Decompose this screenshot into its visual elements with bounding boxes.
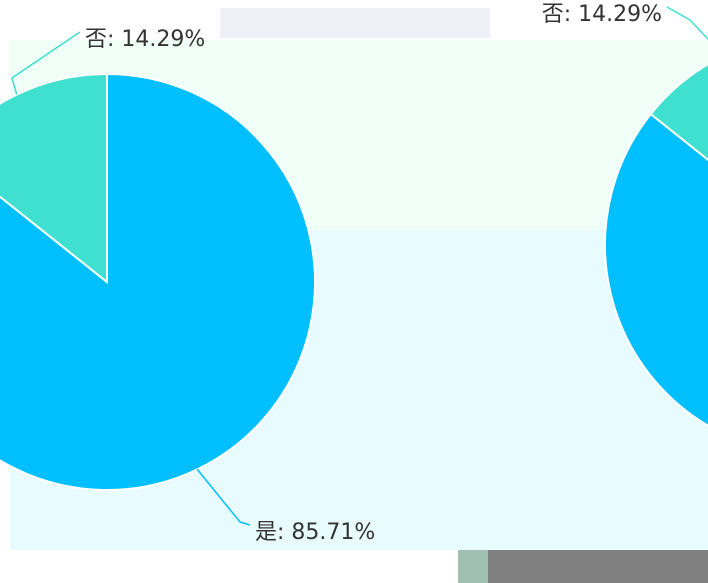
glitch-band xyxy=(220,8,490,38)
leader-line xyxy=(666,6,708,41)
leader-line xyxy=(11,31,81,95)
slice-label: 否: 14.29% xyxy=(542,2,662,27)
slice-label: 否: 14.29% xyxy=(85,27,205,52)
charts: 是: 85.71% 否: 14.29% 否: 14.29% xyxy=(0,2,708,545)
leader-line xyxy=(196,468,251,526)
scrollbar-thumb xyxy=(488,550,708,583)
pie-slice xyxy=(649,63,708,161)
pie-slice xyxy=(0,72,108,285)
slice-label: 是: 85.71% xyxy=(255,520,375,545)
pie-slice xyxy=(604,112,708,427)
scrollbar-track xyxy=(458,550,488,583)
